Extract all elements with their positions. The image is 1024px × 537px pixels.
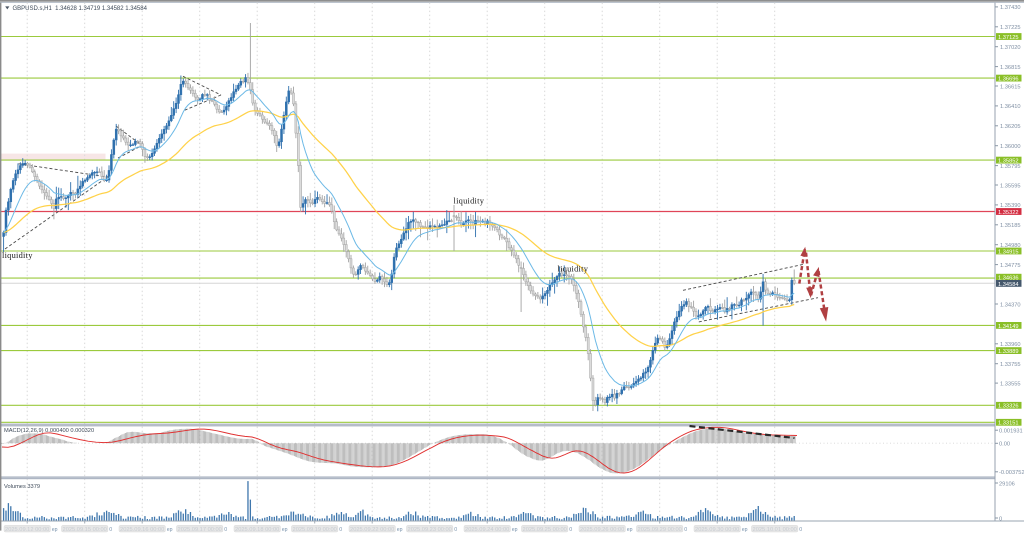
svg-text:1.35322: 1.35322 (998, 210, 1019, 216)
svg-text:liquidity: liquidity (2, 251, 33, 260)
svg-text:1.33755: 1.33755 (1000, 362, 1021, 368)
svg-text:0: 0 (224, 527, 227, 533)
svg-text:2025.09.17 00:00: 2025.09.17 00:00 (178, 527, 222, 533)
svg-text:1.37125: 1.37125 (998, 35, 1019, 41)
svg-text:1.35185: 1.35185 (1000, 223, 1021, 229)
svg-text:0: 0 (339, 527, 342, 533)
svg-text:ep: ep (397, 527, 403, 533)
svg-text:2025.09.15 00:00: 2025.09.15 00:00 (63, 527, 107, 533)
svg-text:29106: 29106 (999, 481, 1015, 487)
svg-text:MACD(12,26,9) 0.000400 0.00032: MACD(12,26,9) 0.000400 0.000320 (4, 428, 94, 434)
svg-text:1.36815: 1.36815 (1000, 65, 1021, 71)
svg-text:1.37020: 1.37020 (1000, 45, 1021, 51)
svg-text:0: 0 (999, 516, 1002, 522)
svg-text:1.34636: 1.34636 (998, 276, 1019, 282)
svg-text:2025.09.26 00:00: 2025.09.26 00:00 (580, 527, 624, 533)
svg-text:-0.003752: -0.003752 (999, 470, 1024, 476)
svg-text:liquidity: liquidity (558, 265, 589, 274)
svg-text:liquidity: liquidity (454, 197, 485, 206)
svg-text:1.34149: 1.34149 (998, 324, 1019, 330)
svg-text:2025.09.12 00:00: 2025.09.12 00:00 (5, 527, 49, 533)
svg-text:1.34584: 1.34584 (998, 282, 1019, 288)
svg-text:0: 0 (799, 527, 802, 533)
svg-text:1.35852: 1.35852 (998, 159, 1019, 165)
svg-text:Volumes 3379: Volumes 3379 (4, 484, 40, 490)
svg-text:2025.09.24 00:00: 2025.09.24 00:00 (465, 527, 509, 533)
svg-text:0: 0 (454, 527, 457, 533)
svg-text:ep: ep (282, 527, 288, 533)
svg-text:1.33326: 1.33326 (998, 404, 1019, 410)
svg-text:ep: ep (627, 527, 633, 533)
svg-text:0: 0 (684, 527, 687, 533)
svg-text:2025.09.29 00:00: 2025.09.29 00:00 (638, 527, 682, 533)
svg-text:ep: ep (512, 527, 518, 533)
svg-text:1.35795: 1.35795 (1000, 164, 1021, 170)
svg-text:1.37430: 1.37430 (1000, 5, 1021, 11)
svg-text:1.37225: 1.37225 (1000, 25, 1021, 31)
svg-text:1.34370: 1.34370 (1000, 302, 1021, 308)
svg-text:1.35390: 1.35390 (1000, 203, 1021, 209)
svg-text:2025.09.25 00:00: 2025.09.25 00:00 (523, 527, 567, 533)
svg-text:1.34775: 1.34775 (1000, 263, 1021, 269)
svg-text:1.33151: 1.33151 (998, 421, 1019, 427)
svg-text:1.33555: 1.33555 (1000, 381, 1021, 387)
svg-text:2025.09.18 00:00: 2025.09.18 00:00 (235, 527, 279, 533)
svg-text:1.36000: 1.36000 (1000, 144, 1021, 150)
svg-text:ep: ep (167, 527, 173, 533)
svg-text:0.001931: 0.001931 (999, 429, 1023, 435)
svg-text:ep: ep (742, 527, 748, 533)
svg-text:1.34980: 1.34980 (1000, 243, 1021, 249)
svg-text:1.36696: 1.36696 (998, 77, 1019, 83)
svg-text:0.00: 0.00 (999, 442, 1010, 448)
svg-text:1.33960: 1.33960 (1000, 342, 1021, 348)
svg-text:2025.09.16 00:00: 2025.09.16 00:00 (120, 527, 164, 533)
svg-text:1.34915: 1.34915 (998, 249, 1019, 255)
svg-text:1.36205: 1.36205 (1000, 124, 1021, 130)
svg-text:GBPUSD.s,H1 1.34628 1.34719 1: GBPUSD.s,H1 1.34628 1.34719 1.34582 1.34… (13, 6, 148, 12)
svg-text:2025.09.30 00:00: 2025.09.30 00:00 (695, 527, 739, 533)
svg-text:2025.09.23 00:00: 2025.09.23 00:00 (408, 527, 452, 533)
svg-text:0: 0 (569, 527, 572, 533)
svg-text:2025.09.19 00:00: 2025.09.19 00:00 (293, 527, 337, 533)
svg-text:2025.09.22 00:00: 2025.09.22 00:00 (350, 527, 394, 533)
svg-text:2025.10.01 00:00: 2025.10.01 00:00 (753, 527, 797, 533)
svg-text:0: 0 (109, 527, 112, 533)
svg-text:1.35595: 1.35595 (1000, 183, 1021, 189)
svg-text:1.33889: 1.33889 (998, 349, 1019, 355)
svg-text:ep: ep (52, 527, 58, 533)
svg-text:1.36615: 1.36615 (1000, 84, 1021, 90)
svg-text:1.36410: 1.36410 (1000, 104, 1021, 110)
